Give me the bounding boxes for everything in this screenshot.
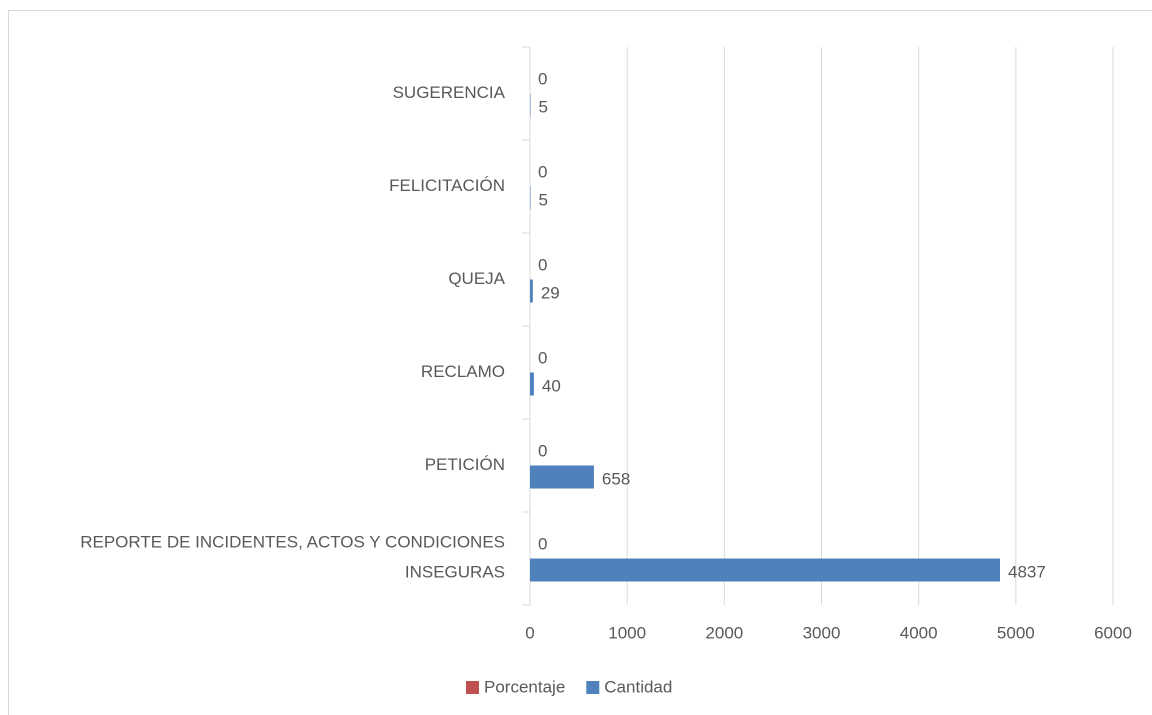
bar <box>530 372 534 396</box>
y-tick-label: REPORTE DE INCIDENTES, ACTOS Y CONDICION… <box>80 533 505 582</box>
x-tick-label: 0 <box>525 623 534 642</box>
data-label: 4837 <box>1008 562 1046 581</box>
data-label: 0 <box>538 162 547 181</box>
data-label: 5 <box>538 190 547 209</box>
x-tick-label: 2000 <box>705 623 743 642</box>
data-label: 0 <box>538 69 547 88</box>
legend-swatch <box>586 681 600 694</box>
x-tick-label: 4000 <box>900 623 938 642</box>
data-label: 5 <box>538 97 547 116</box>
bar <box>530 465 594 489</box>
bar <box>530 558 1000 582</box>
data-label: 0 <box>538 348 547 367</box>
data-label: 658 <box>602 469 630 488</box>
y-tick-label: RECLAMO <box>421 362 505 381</box>
x-tick-label: 1000 <box>608 623 646 642</box>
y-tick-label: QUEJA <box>448 269 505 288</box>
data-label: 0 <box>538 255 547 274</box>
y-tick-label: SUGERENCIA <box>393 83 506 102</box>
x-tick-label: 6000 <box>1094 623 1132 642</box>
legend-swatch <box>466 681 479 694</box>
x-tick-label: 5000 <box>997 623 1035 642</box>
chart-border <box>8 10 1152 715</box>
y-tick-label: PETICIÓN <box>425 455 505 474</box>
legend-label: Porcentaje <box>484 677 565 696</box>
bar <box>530 279 533 303</box>
data-label: 40 <box>542 376 561 395</box>
x-tick-label: 3000 <box>803 623 841 642</box>
data-label: 29 <box>541 283 560 302</box>
y-tick-label: FELICITACIÓN <box>389 176 505 195</box>
data-label: 0 <box>538 441 547 460</box>
legend-label: Cantidad <box>604 677 672 696</box>
data-label: 0 <box>538 534 547 553</box>
